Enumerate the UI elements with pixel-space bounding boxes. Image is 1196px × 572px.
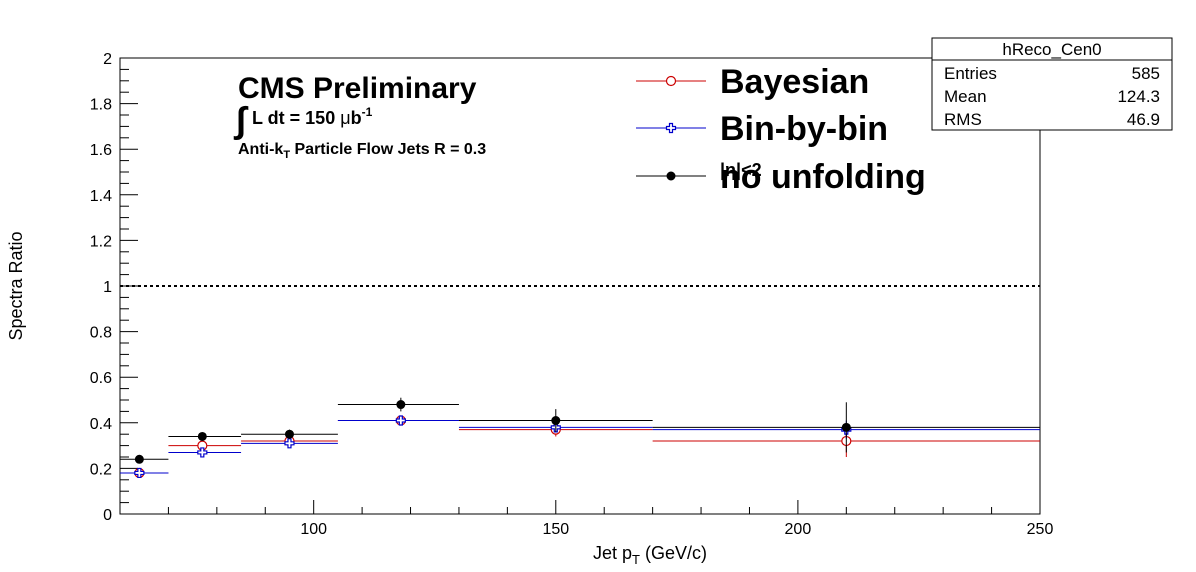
stats-box-title: hReco_Cen0 [1002, 40, 1101, 59]
jet-algorithm-label: Anti-kT Particle Flow Jets R = 0.3 [238, 141, 486, 161]
y-tick-label: 1 [103, 279, 112, 296]
y-tick-label: 0.6 [90, 370, 112, 387]
data-point [395, 415, 406, 426]
data-series [120, 397, 1040, 479]
data-point [284, 429, 294, 439]
data-point [134, 454, 144, 464]
stats-rms-value: 46.9 [1127, 110, 1160, 129]
stats-entries-value: 585 [1132, 64, 1160, 83]
y-tick-label: 1.6 [90, 142, 112, 159]
y-tick-label: 0.8 [90, 325, 112, 342]
lumi-label: L dt = 150 μb-1 [252, 105, 373, 128]
data-point [134, 467, 145, 479]
stats-entries-label: Entries [944, 64, 997, 83]
x-tick-label: 250 [1027, 521, 1054, 538]
data-point [197, 431, 207, 441]
legend: Bayesian Bin-by-bin no unfolding [636, 63, 926, 196]
x-axis-title: Jet pT (GeV/c) [593, 543, 707, 567]
y-axis-title: Spectra Ratio [6, 231, 26, 340]
legend-label: no unfolding [720, 158, 926, 196]
data-point [396, 400, 406, 410]
y-tick-label: 1.8 [90, 97, 112, 114]
axis-ticks: 0 0.2 0.4 0.6 0.8 1 1.2 1.4 1.6 1.8 2 100 150 200 250 [90, 51, 1054, 538]
x-tick-label: 100 [300, 521, 327, 538]
series-no-unfolding [120, 397, 1040, 464]
data-point [284, 438, 295, 449]
cms-preliminary-label: CMS Preliminary [238, 72, 477, 105]
lumi-integral-sign: ∫ [233, 99, 249, 140]
stats-mean-value: 124.3 [1117, 87, 1160, 106]
series-bin-by-bin [120, 415, 1040, 479]
data-point [551, 416, 561, 426]
legend-marker [665, 75, 677, 87]
y-tick-label: 0 [103, 507, 112, 524]
stats-mean-label: Mean [944, 87, 987, 106]
legend-marker [666, 171, 676, 181]
y-tick-label: 1.2 [90, 233, 112, 250]
y-tick-label: 1.4 [90, 188, 112, 205]
legend-label: Bin-by-bin [720, 110, 888, 148]
series-bayesian [120, 415, 1040, 479]
eta-cut-label: |η|<2 [720, 160, 762, 180]
y-tick-label: 0.4 [90, 416, 112, 433]
y-tick-label: 2 [103, 51, 112, 68]
data-point [197, 447, 208, 458]
stats-box: hReco_Cen0 Entries 585 Mean 124.3 RMS 46… [931, 37, 1173, 131]
x-tick-label: 150 [542, 521, 569, 538]
stats-rms-label: RMS [944, 110, 982, 129]
legend-label: Bayesian [720, 63, 869, 101]
y-tick-label: 0.2 [90, 461, 112, 478]
data-point [841, 422, 851, 432]
legend-marker [665, 122, 677, 134]
x-tick-label: 200 [785, 521, 812, 538]
